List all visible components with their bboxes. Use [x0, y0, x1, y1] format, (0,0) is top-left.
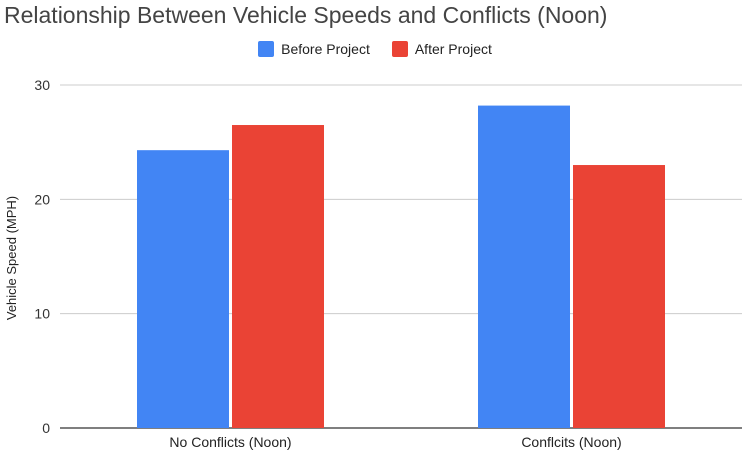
- legend-label-after: After Project: [414, 41, 492, 57]
- y-tick-labels: 0 10 20 30: [34, 77, 50, 436]
- bar-after-0: [232, 125, 324, 429]
- legend-item-before[interactable]: Before Project: [258, 41, 370, 57]
- y-tick-label: 20: [34, 191, 50, 207]
- legend-swatch-after: [391, 41, 408, 57]
- bar-before-0: [137, 150, 229, 429]
- x-category-labels: No Conflicts (Noon) Conflcits (Noon): [169, 434, 621, 450]
- x-category-label: Conflcits (Noon): [521, 434, 621, 450]
- chart-title: Relationship Between Vehicle Speeds and …: [4, 2, 608, 28]
- y-tick-label: 10: [34, 306, 50, 322]
- bars: [137, 105, 665, 429]
- y-tick-label: 30: [34, 77, 50, 93]
- legend-label-before: Before Project: [281, 41, 370, 57]
- bar-before-1: [478, 105, 570, 428]
- y-tick-label: 0: [42, 420, 50, 436]
- x-category-label: No Conflicts (Noon): [169, 434, 291, 450]
- legend-swatch-before: [258, 41, 275, 57]
- bar-after-1: [573, 165, 665, 429]
- y-axis-label: Vehicle Speed (MPH): [4, 196, 19, 320]
- legend-item-after[interactable]: After Project: [391, 41, 492, 57]
- legend: Before Project After Project: [0, 41, 750, 57]
